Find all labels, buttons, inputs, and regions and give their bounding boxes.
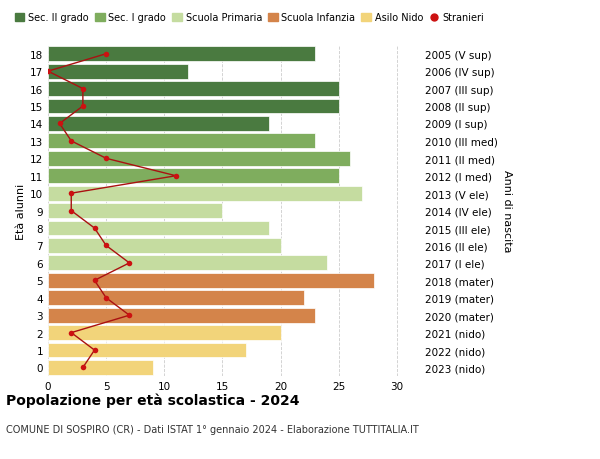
Point — [67, 138, 76, 145]
Bar — [48, 82, 338, 97]
Bar — [48, 47, 316, 62]
Bar — [48, 239, 281, 253]
Point — [90, 347, 100, 354]
Bar — [48, 256, 327, 271]
Point — [101, 294, 111, 302]
Point — [67, 207, 76, 215]
Text: Popolazione per età scolastica - 2024: Popolazione per età scolastica - 2024 — [6, 392, 299, 407]
Point — [78, 364, 88, 371]
Point — [67, 329, 76, 336]
Legend: Sec. II grado, Sec. I grado, Scuola Primaria, Scuola Infanzia, Asilo Nido, Stran: Sec. II grado, Sec. I grado, Scuola Prim… — [11, 10, 488, 27]
Y-axis label: Anni di nascita: Anni di nascita — [502, 170, 512, 252]
Point — [125, 312, 134, 319]
Bar — [48, 273, 373, 288]
Bar — [48, 186, 362, 201]
Bar — [48, 221, 269, 236]
Text: COMUNE DI SOSPIRO (CR) - Dati ISTAT 1° gennaio 2024 - Elaborazione TUTTITALIA.IT: COMUNE DI SOSPIRO (CR) - Dati ISTAT 1° g… — [6, 425, 419, 435]
Point — [78, 86, 88, 93]
Point — [101, 51, 111, 58]
Bar — [48, 65, 187, 79]
Bar — [48, 204, 223, 218]
Point — [101, 155, 111, 162]
Point — [67, 190, 76, 197]
Bar — [48, 291, 304, 306]
Point — [90, 225, 100, 232]
Bar — [48, 343, 245, 358]
Y-axis label: Età alunni: Età alunni — [16, 183, 26, 239]
Bar — [48, 100, 338, 114]
Point — [101, 242, 111, 250]
Bar — [48, 169, 338, 184]
Bar — [48, 134, 316, 149]
Point — [55, 121, 64, 128]
Point — [90, 277, 100, 285]
Bar — [48, 117, 269, 132]
Point — [43, 68, 53, 76]
Point — [171, 173, 181, 180]
Bar — [48, 325, 281, 340]
Bar — [48, 360, 152, 375]
Point — [125, 260, 134, 267]
Bar — [48, 151, 350, 166]
Point — [78, 103, 88, 111]
Bar — [48, 308, 316, 323]
